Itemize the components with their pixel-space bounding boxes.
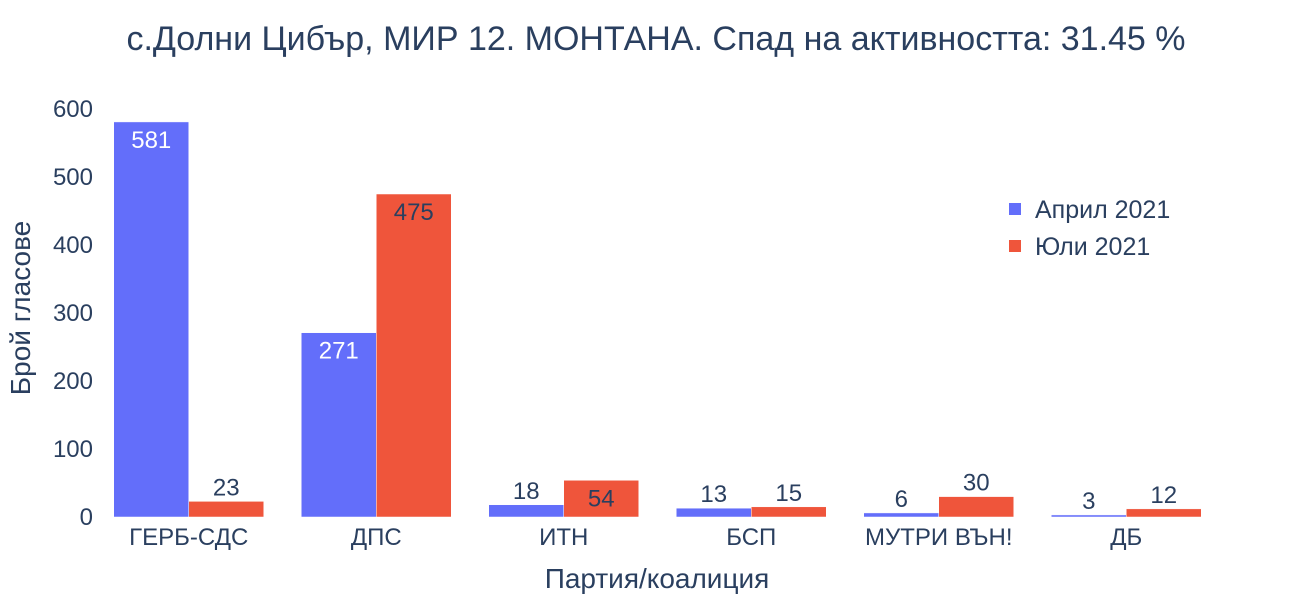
bar bbox=[488, 504, 564, 518]
x-tick-label: ДБ bbox=[1110, 524, 1142, 551]
bar bbox=[376, 193, 452, 518]
legend: Април 2021 Юли 2021 bbox=[1009, 196, 1170, 261]
y-tick-label: 300 bbox=[53, 300, 93, 327]
data-label: 6 bbox=[895, 486, 908, 513]
data-label: 12 bbox=[1150, 482, 1177, 509]
legend-swatch bbox=[1009, 240, 1021, 252]
y-tick-label: 0 bbox=[80, 504, 93, 531]
data-label: 23 bbox=[213, 474, 240, 501]
data-label: 30 bbox=[963, 470, 990, 497]
legend-swatch bbox=[1009, 203, 1021, 215]
bar bbox=[863, 512, 939, 518]
bar bbox=[676, 507, 752, 518]
x-axis: ГЕРБ-СДС ДПС ИТН БСП МУТРИ ВЪН! ДБ bbox=[129, 524, 1142, 551]
data-label: 581 bbox=[131, 127, 171, 154]
x-tick-label: БСП bbox=[726, 524, 776, 551]
x-tick-label: ДПС bbox=[351, 524, 402, 551]
x-tick-label: ГЕРБ-СДС bbox=[129, 524, 248, 551]
data-label: 475 bbox=[394, 199, 434, 226]
bar bbox=[188, 501, 264, 518]
x-tick-label: ИТН bbox=[539, 524, 588, 551]
bar bbox=[1051, 514, 1127, 518]
y-tick-label: 600 bbox=[53, 96, 93, 123]
bar bbox=[113, 121, 189, 518]
bar bbox=[563, 480, 639, 518]
y-tick-label: 200 bbox=[53, 368, 93, 395]
bar bbox=[938, 496, 1014, 518]
bar bbox=[301, 332, 377, 518]
chart-title: с.Долни Цибър, МИР 12. МОНТАНА. Спад на … bbox=[126, 20, 1185, 58]
y-tick-label: 100 bbox=[53, 436, 93, 463]
legend-label: Април 2021 bbox=[1035, 196, 1170, 224]
y-tick-label: 500 bbox=[53, 164, 93, 191]
y-axis-title: Брой гласове bbox=[5, 221, 36, 395]
data-label: 13 bbox=[700, 481, 727, 508]
data-label: 18 bbox=[513, 478, 540, 505]
plot-area: 581 23 271 475 18 54 13 15 6 30 3 12 bbox=[113, 121, 1202, 518]
data-label: 15 bbox=[775, 480, 802, 507]
y-tick-label: 400 bbox=[53, 232, 93, 259]
data-label: 3 bbox=[1082, 488, 1095, 515]
y-axis: 0 100 200 300 400 500 600 bbox=[53, 96, 93, 531]
data-label: 54 bbox=[588, 485, 615, 512]
data-label: 271 bbox=[319, 338, 359, 365]
legend-label: Юли 2021 bbox=[1035, 233, 1150, 261]
x-axis-title: Партия/коалиция bbox=[545, 563, 770, 594]
x-tick-label: МУТРИ ВЪН! bbox=[865, 524, 1012, 551]
bar bbox=[751, 506, 827, 518]
bar bbox=[1126, 508, 1202, 518]
